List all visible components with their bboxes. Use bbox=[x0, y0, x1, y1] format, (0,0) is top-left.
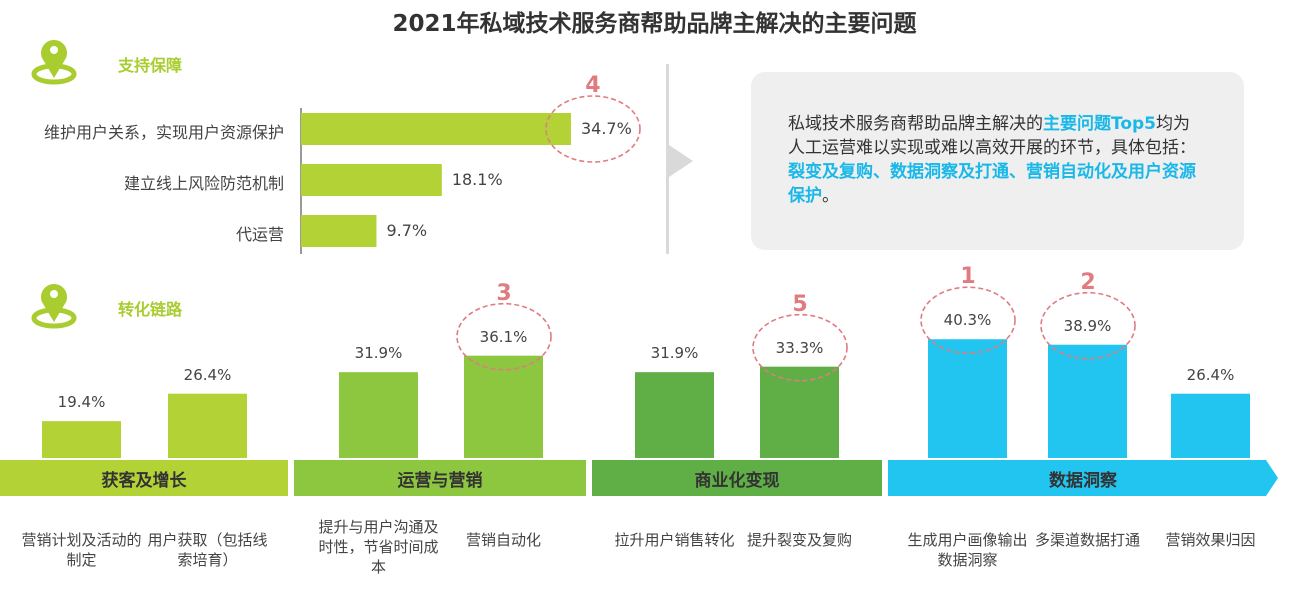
rank-circle bbox=[456, 302, 552, 371]
summary-highlight: 主要问题Top5 bbox=[1043, 114, 1157, 134]
summary-panel: 私域技术服务商帮助品牌主解决的主要问题Top5均为人工运营难以实现或难以高效开展… bbox=[751, 72, 1244, 250]
bar-label: 建立线上风险防范机制 bbox=[123, 174, 284, 193]
bar bbox=[301, 215, 377, 247]
value-label: 31.9% bbox=[650, 344, 699, 363]
rank-number: 4 bbox=[585, 73, 601, 98]
section-band-label: 商业化变现 bbox=[694, 470, 780, 491]
location-pin-icon bbox=[31, 40, 77, 85]
value-label: 19.4% bbox=[57, 393, 106, 412]
divider bbox=[666, 64, 669, 254]
section-band-arrow bbox=[888, 460, 1278, 496]
bar bbox=[760, 366, 839, 458]
value-label: 38.9% bbox=[1063, 316, 1112, 335]
value-label: 9.7% bbox=[386, 221, 428, 240]
category-label: 生成用户画像输出数据洞察 bbox=[907, 531, 1028, 569]
category-label: 提升与用户沟通及时性，节省时间成本 bbox=[318, 518, 439, 576]
bar bbox=[339, 372, 418, 458]
rank-number: 5 bbox=[792, 291, 808, 317]
section-band bbox=[592, 460, 882, 496]
section-band-label: 数据洞察 bbox=[1049, 470, 1117, 491]
bar bbox=[464, 355, 543, 458]
bar bbox=[301, 113, 571, 145]
rank-circle bbox=[1040, 291, 1136, 360]
value-label: 34.7% bbox=[580, 119, 632, 138]
category-label: 提升裂变及复购 bbox=[746, 531, 852, 549]
category-label: 营销效果归因 bbox=[1165, 531, 1256, 549]
section-band-label: 运营与营销 bbox=[397, 470, 483, 491]
bar bbox=[1171, 393, 1250, 458]
rank-circle bbox=[920, 286, 1016, 355]
rank-circle bbox=[752, 313, 848, 382]
bar bbox=[635, 372, 714, 458]
summary-text: 私域技术服务商帮助品牌主解决的 bbox=[788, 114, 1043, 134]
rank-number: 2 bbox=[1080, 269, 1096, 295]
value-label: 26.4% bbox=[183, 365, 232, 384]
value-label: 26.4% bbox=[1186, 365, 1235, 384]
section-band bbox=[0, 460, 288, 496]
rank-circle bbox=[545, 95, 641, 163]
bar bbox=[168, 393, 247, 458]
value-label: 40.3% bbox=[943, 311, 992, 330]
arrow-icon bbox=[669, 145, 693, 177]
location-pin-icon bbox=[31, 284, 77, 329]
section-conversion-title: 转化链路 bbox=[118, 300, 183, 319]
value-label: 36.1% bbox=[479, 327, 528, 346]
category-label: 用户获取（包括线索培育） bbox=[147, 531, 268, 569]
bar bbox=[301, 164, 442, 196]
value-label: 31.9% bbox=[354, 344, 403, 363]
rank-number: 1 bbox=[960, 264, 976, 290]
section-support-title: 支持保障 bbox=[118, 56, 183, 75]
summary-highlight: 裂变及复购、数据洞察及打通、营销自动化及用户资源保护 bbox=[788, 162, 1196, 206]
bar bbox=[1048, 344, 1127, 458]
bar bbox=[42, 421, 121, 458]
bar bbox=[928, 339, 1007, 458]
section-band bbox=[294, 460, 586, 496]
bar-label: 维护用户关系，实现用户资源保护 bbox=[43, 123, 284, 142]
category-label: 多渠道数据打通 bbox=[1034, 531, 1140, 549]
summary-text: 。 bbox=[822, 186, 839, 206]
section-band-label: 获客及增长 bbox=[101, 470, 187, 491]
page-title: 2021年私域技术服务商帮助品牌主解决的主要问题 bbox=[392, 11, 917, 37]
bar-label: 代运营 bbox=[235, 225, 284, 244]
value-label: 33.3% bbox=[775, 338, 824, 357]
category-label: 营销计划及活动的制定 bbox=[21, 531, 142, 569]
rank-number: 3 bbox=[496, 280, 512, 306]
summary-text: 均为人工运营难以实现或难以高效开展的环节，具体包括： bbox=[788, 114, 1196, 158]
category-label: 拉升用户销售转化 bbox=[614, 531, 735, 549]
category-label: 营销自动化 bbox=[465, 531, 541, 549]
value-label: 18.1% bbox=[451, 170, 503, 189]
